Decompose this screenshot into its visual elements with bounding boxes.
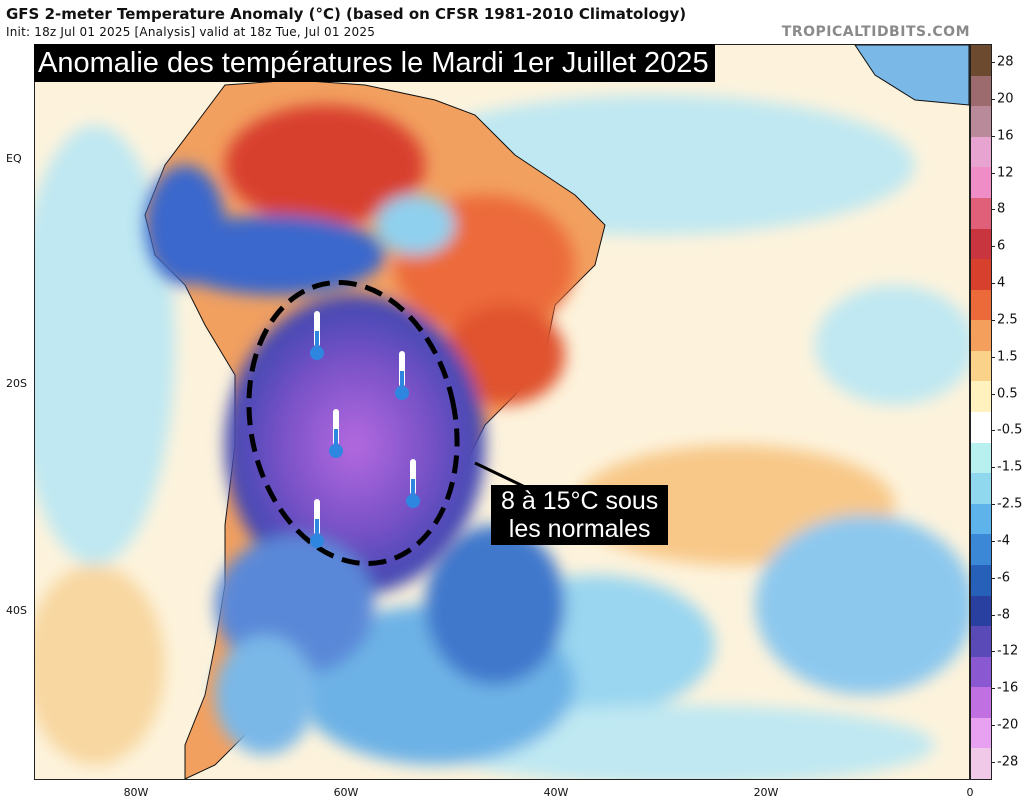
colorbar-segment xyxy=(971,167,991,199)
colorbar-label: 8 xyxy=(997,201,1006,217)
init-valid-time: Init: 18z Jul 01 2025 [Analysis] valid a… xyxy=(6,25,376,39)
colorbar-label: -28 xyxy=(997,754,1019,770)
colorbar-tick xyxy=(991,577,995,579)
colorbar-label: 12 xyxy=(997,165,1014,181)
colorbar-tick xyxy=(991,209,995,211)
colorbar-segment xyxy=(971,75,991,107)
colorbar-tick xyxy=(991,98,995,100)
colorbar-tick xyxy=(991,135,995,137)
colorbar-segment xyxy=(971,626,991,658)
africa-landmass xyxy=(854,45,969,106)
colorbar-label: -8 xyxy=(997,607,1010,623)
chart-title: GFS 2-meter Temperature Anomaly (°C) (ba… xyxy=(6,5,687,23)
colorbar-tick xyxy=(991,246,995,248)
colorbar-label: -2.5 xyxy=(997,496,1023,512)
colorbar-label: 28 xyxy=(997,54,1014,70)
colorbar-segment xyxy=(971,473,991,505)
lat-label-40s: 40S xyxy=(6,604,27,617)
colorbar-tick xyxy=(991,614,995,616)
colorbar-segment xyxy=(971,442,991,474)
lat-label-eq: EQ xyxy=(6,152,22,165)
colorbar-segment xyxy=(971,412,991,444)
callout-line-2: les normales xyxy=(508,515,651,543)
land-anomaly-field xyxy=(145,105,575,755)
anomaly-map xyxy=(34,44,970,780)
thermometer-cold-icon xyxy=(329,409,343,458)
lon-label-60w: 60W xyxy=(333,786,359,799)
lon-label-40w: 40W xyxy=(543,786,569,799)
colorbar-segment xyxy=(971,289,991,321)
colorbar-tick xyxy=(991,393,995,395)
thermometer-cold-icon xyxy=(310,499,324,548)
colorbar-label: 2.5 xyxy=(997,312,1018,328)
colorbar-label: -16 xyxy=(997,680,1019,696)
colorbar-segment xyxy=(971,45,991,77)
callout-pointer xyxy=(474,461,526,489)
colorbar-label: 20 xyxy=(997,91,1014,107)
colorbar-label: -0.5 xyxy=(997,422,1023,438)
anomaly-callout: 8 à 15°C sous les normales xyxy=(491,485,669,545)
ocean-anomaly-field xyxy=(35,95,969,779)
colorbar-tick xyxy=(991,651,995,653)
colorbar-segment xyxy=(971,106,991,138)
colorbar-label: -1.5 xyxy=(997,459,1023,475)
colorbar-label: -4 xyxy=(997,533,1010,549)
colorbar-segment xyxy=(971,564,991,596)
colorbar-segment xyxy=(971,259,991,291)
colorbar-label: 16 xyxy=(997,128,1014,144)
colorbar-tick xyxy=(991,504,995,506)
lat-label-20s: 20S xyxy=(6,377,27,390)
colorbar-segment xyxy=(971,748,991,780)
colorbar-segment xyxy=(971,228,991,260)
colorbar-segment xyxy=(971,197,991,229)
colorbar-tick xyxy=(991,356,995,358)
colorbar-segment xyxy=(971,350,991,382)
colorbar-label: 0.5 xyxy=(997,386,1018,402)
colorbar-label: -6 xyxy=(997,570,1010,586)
colorbar-tick xyxy=(991,430,995,432)
colorbar-tick xyxy=(991,467,995,469)
brand-watermark: TROPICALTIDBITS.COM xyxy=(781,24,970,40)
colorbar-segment xyxy=(971,534,991,566)
colorbar-segment xyxy=(971,320,991,352)
colorbar-segment xyxy=(971,687,991,719)
colorbar-segment xyxy=(971,717,991,749)
colorbar-label: 6 xyxy=(997,238,1006,254)
lon-label-80w: 80W xyxy=(123,786,149,799)
colorbar-tick xyxy=(991,172,995,174)
colorbar-tick xyxy=(991,283,995,285)
colorbar-label: 4 xyxy=(997,275,1006,291)
callout-line-1: 8 à 15°C sous xyxy=(501,487,659,515)
colorbar-label: -12 xyxy=(997,643,1019,659)
colorbar-segment xyxy=(971,503,991,535)
colorbar-tick xyxy=(991,688,995,690)
cold-zone-outline xyxy=(246,279,460,567)
thermometer-cold-icon xyxy=(310,311,324,360)
lon-label-20w: 20W xyxy=(753,786,779,799)
colorbar-tick xyxy=(991,319,995,321)
colorbar-tick xyxy=(991,725,995,727)
map-banner-title: Anomalie des températures le Mardi 1er J… xyxy=(34,44,715,82)
lon-label-0: 0 xyxy=(966,786,974,799)
colorbar-label: -20 xyxy=(997,717,1019,733)
colorbar-tick xyxy=(991,62,995,63)
colorbar-segment xyxy=(971,381,991,413)
colorbar-segment xyxy=(971,136,991,168)
colorbar-tick xyxy=(991,540,995,542)
thermometer-cold-icon xyxy=(395,351,409,400)
thermometer-cold-icon xyxy=(406,459,420,508)
colorbar-label: 1.5 xyxy=(997,349,1018,365)
colorbar-segment xyxy=(971,656,991,688)
colorbar xyxy=(970,44,992,780)
colorbar-segment xyxy=(971,595,991,627)
colorbar-tick xyxy=(991,762,995,763)
